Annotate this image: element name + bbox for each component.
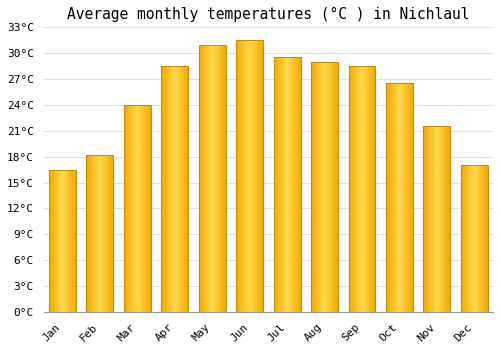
Bar xyxy=(124,105,151,312)
Title: Average monthly temperatures (°C ) in Nichlaul: Average monthly temperatures (°C ) in Ni… xyxy=(67,7,469,22)
Bar xyxy=(424,126,450,312)
Bar xyxy=(274,57,300,312)
Bar xyxy=(162,66,188,312)
Bar xyxy=(386,83,413,312)
Bar xyxy=(86,155,114,312)
Bar xyxy=(236,40,263,312)
Bar xyxy=(348,66,376,312)
Bar xyxy=(461,165,488,312)
Bar xyxy=(311,62,338,312)
Bar xyxy=(49,170,76,312)
Bar xyxy=(198,44,226,312)
